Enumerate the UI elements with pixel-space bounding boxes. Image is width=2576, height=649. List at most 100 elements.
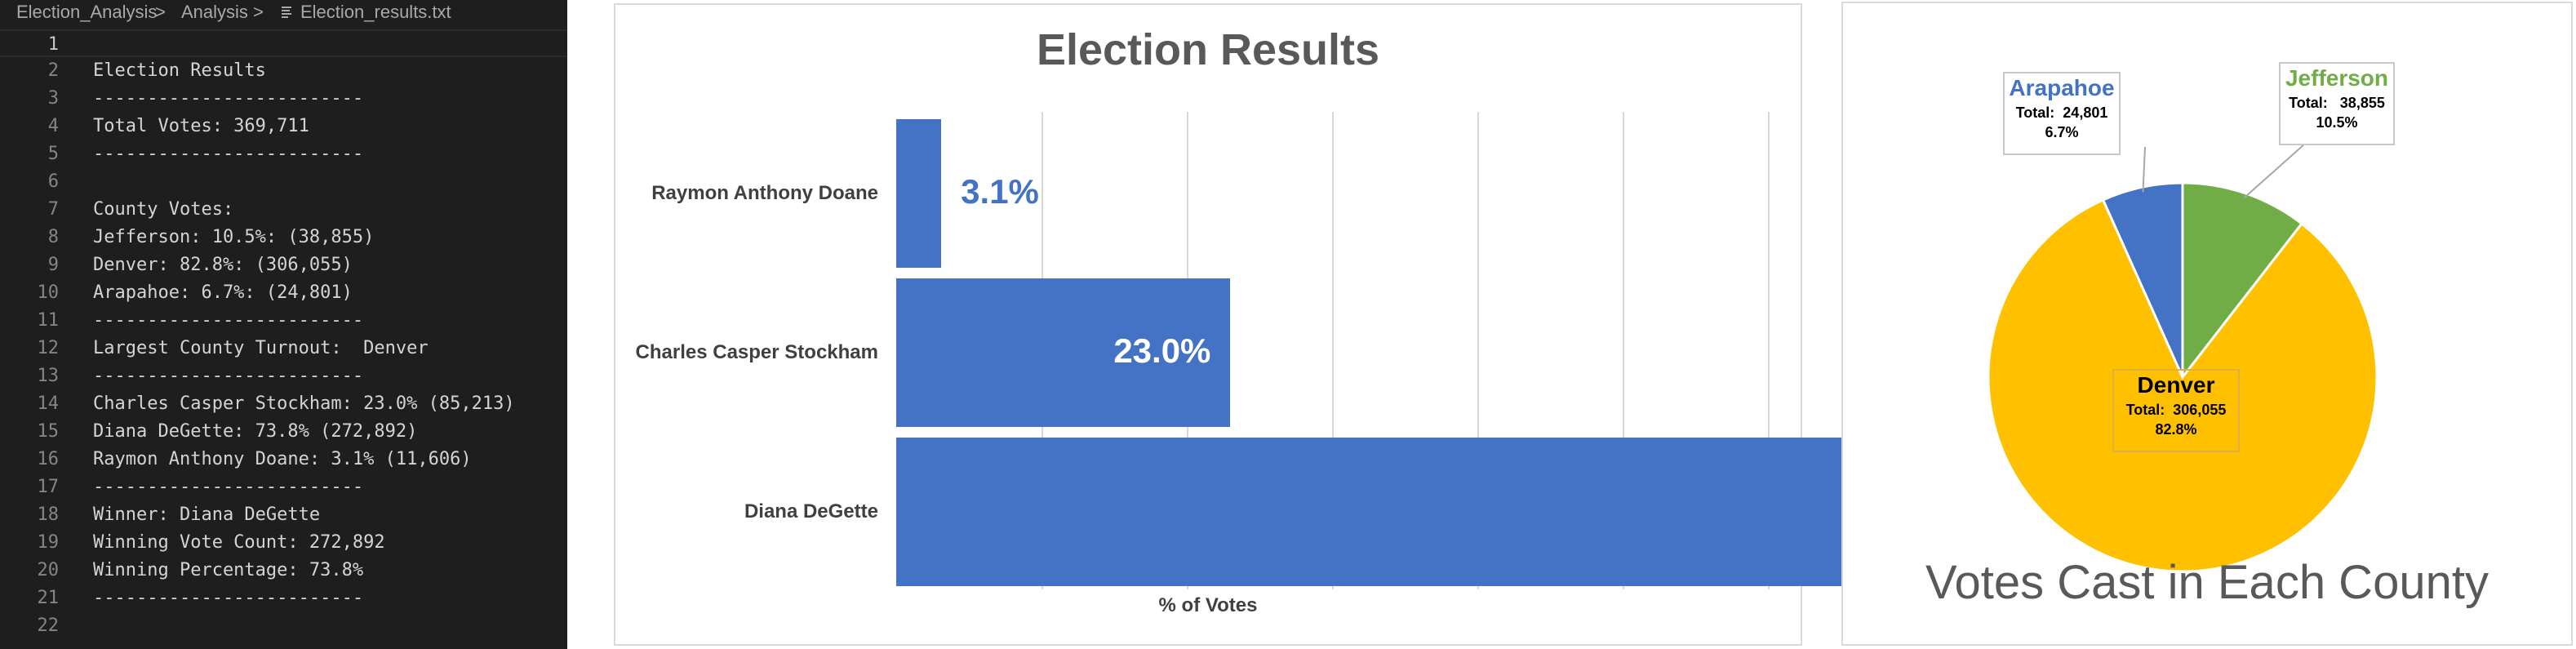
breadcrumb-file[interactable]: Election_results.txt	[300, 2, 451, 22]
bar	[896, 278, 1231, 427]
slice-total-label: Total: 24,801	[2015, 104, 2108, 121]
line-number: 18	[37, 505, 60, 525]
line-number: 8	[47, 227, 59, 247]
pie-chart-county-votes: Votes Cast in Each County Jefferson Total…	[1841, 2, 2573, 646]
x-axis-label: % of Votes	[1158, 594, 1258, 616]
line-number: 11	[37, 310, 60, 331]
bar-chart-election-results: Election Results % of Votes Raymon Antho…	[614, 3, 1969, 646]
line-text: Charles Casper Stockham: 23.0% (85,213)	[93, 393, 515, 414]
code-lines[interactable]: 1 2 Election Results 3 ---------------------…	[0, 29, 567, 640]
data-label: 3.1%	[961, 171, 1039, 211]
code-line[interactable]: 5 -------------------------	[0, 140, 567, 168]
line-number: 21	[37, 588, 60, 608]
line-number: 13	[37, 366, 60, 386]
line-text: -------------------------	[93, 588, 364, 608]
line-text: Total Votes: 369,711	[93, 116, 309, 136]
pie-slice-arapahoe	[2101, 181, 2184, 378]
breadcrumb-folder-election-analysis[interactable]: Election_Analysis	[16, 2, 158, 22]
category-label: Diana DeGette	[744, 500, 878, 522]
line-number: 1	[47, 34, 59, 55]
data-callout-denver: Denver Total: 306,055 82.8%	[2112, 369, 2240, 452]
data-label: 23.0%	[1113, 331, 1211, 370]
slice-name-label: Arapahoe	[2009, 75, 2115, 100]
line-text: Winning Vote Count: 272,892	[93, 532, 385, 553]
gridline	[1623, 112, 1624, 589]
line-text: Raymon Anthony Doane: 3.1% (11,606)	[93, 449, 472, 469]
code-line[interactable]: 16 Raymon Anthony Doane: 3.1% (11,606)	[0, 446, 567, 473]
chart-title: Election Results	[1036, 25, 1380, 74]
code-line[interactable]: 22	[0, 612, 567, 640]
code-line[interactable]: 8 Jefferson: 10.5%: (38,855)	[0, 224, 567, 251]
code-line[interactable]: 12 Largest County Turnout: Denver	[0, 335, 567, 362]
pie-slice-denver	[1987, 198, 2378, 573]
leader-line	[2243, 143, 2306, 199]
pie-slice-jefferson	[2181, 181, 2304, 381]
breadcrumb: Election_Analysis > Analysis > Election_…	[0, 0, 567, 24]
line-text: -------------------------	[93, 477, 364, 497]
line-text: Jefferson: 10.5%: (38,855)	[93, 227, 375, 247]
line-text: -------------------------	[93, 366, 364, 386]
gridline	[1477, 112, 1479, 589]
line-text: County Votes:	[93, 199, 234, 220]
line-number: 5	[47, 144, 59, 164]
line-number: 16	[37, 449, 60, 469]
slice-name-label: Denver	[2137, 372, 2215, 398]
code-line[interactable]: 21 -------------------------	[0, 585, 567, 612]
gridline	[1332, 112, 1334, 589]
code-line[interactable]: 19 Winning Vote Count: 272,892	[0, 529, 567, 557]
code-line[interactable]: 6	[0, 168, 567, 196]
line-number: 22	[37, 616, 60, 636]
code-line[interactable]: 15 Diana DeGette: 73.8% (272,892)	[0, 418, 567, 446]
breadcrumb-separator: >	[155, 2, 166, 22]
line-number: 10	[37, 282, 60, 303]
code-editor[interactable]: Election_Analysis > Analysis > Election_…	[0, 0, 567, 649]
code-line[interactable]: 10 Arapahoe: 6.7%: (24,801)	[0, 279, 567, 307]
code-line[interactable]: 1	[0, 29, 567, 57]
code-line[interactable]: 7 County Votes:	[0, 196, 567, 224]
line-text: -------------------------	[93, 310, 364, 331]
chart-title: Votes Cast in Each County	[1925, 556, 2489, 609]
line-number: 3	[47, 88, 59, 109]
pie-chart	[1987, 143, 2378, 573]
slice-name-label: Jefferson	[2285, 65, 2389, 91]
line-text: Election Results	[93, 60, 266, 81]
data-callout-jefferson: Jefferson Total: 38,855 10.5%	[2279, 62, 2395, 145]
line-number: 6	[47, 171, 59, 192]
data-callout-arapahoe: Arapahoe Total: 24,801 6.7%	[2003, 72, 2121, 155]
line-number: 12	[37, 338, 60, 358]
line-number: 15	[37, 421, 60, 442]
code-line[interactable]: 13 -------------------------	[0, 362, 567, 390]
category-label: Charles Casper Stockham	[635, 340, 878, 363]
line-text: -------------------------	[93, 88, 364, 109]
slice-total-label: Total: 38,855	[2289, 95, 2385, 111]
slice-total-label: Total: 306,055	[2125, 402, 2227, 418]
line-number: 14	[37, 393, 60, 414]
code-line[interactable]: 20 Winning Percentage: 73.8%	[0, 557, 567, 585]
line-text: Winning Percentage: 73.8%	[93, 560, 364, 580]
code-line[interactable]: 14 Charles Casper Stockham: 23.0% (85,213…	[0, 390, 567, 418]
code-line[interactable]: 11 -------------------------	[0, 307, 567, 335]
code-line[interactable]: 2 Election Results	[0, 57, 567, 85]
line-number: 4	[47, 116, 59, 136]
line-number: 19	[37, 532, 60, 553]
code-line[interactable]: 17 -------------------------	[0, 473, 567, 501]
text-file-icon	[282, 7, 291, 18]
line-number: 9	[47, 255, 59, 275]
line-number: 17	[37, 477, 60, 497]
code-line[interactable]: 3 -------------------------	[0, 85, 567, 113]
slice-percent-label: 6.7%	[2045, 124, 2079, 140]
breadcrumb-separator: >	[253, 2, 264, 22]
code-line[interactable]: 18 Winner: Diana DeGette	[0, 501, 567, 529]
code-line[interactable]: 9 Denver: 82.8%: (306,055)	[0, 251, 567, 279]
line-text: Largest County Turnout: Denver	[93, 338, 429, 358]
code-line[interactable]: 4 Total Votes: 369,711	[0, 113, 567, 140]
gridline	[1768, 112, 1770, 589]
line-text: Diana DeGette: 73.8% (272,892)	[93, 421, 418, 442]
bar	[896, 437, 1969, 586]
bar	[896, 118, 942, 268]
breadcrumb-folder-analysis[interactable]: Analysis	[181, 2, 248, 22]
line-text: Denver: 82.8%: (306,055)	[93, 255, 353, 275]
slice-percent-label: 10.5%	[2316, 114, 2358, 131]
line-number: 20	[37, 560, 60, 580]
line-text: Arapahoe: 6.7%: (24,801)	[93, 282, 353, 303]
